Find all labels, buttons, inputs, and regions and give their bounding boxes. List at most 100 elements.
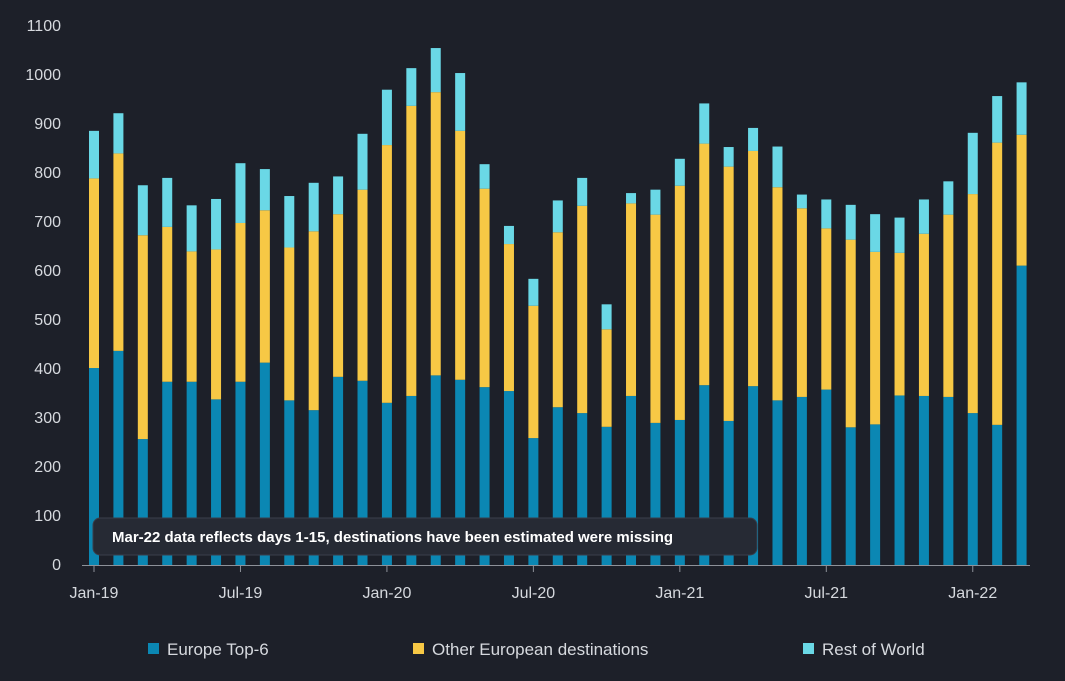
bar-segment-rest-of-world (870, 214, 881, 252)
bar-segment-other-european (503, 244, 514, 392)
bar-segment-rest-of-world (211, 198, 222, 250)
bar-segment-europe-top6 (186, 381, 197, 565)
bar-segment-rest-of-world (943, 181, 954, 215)
bar-segment-rest-of-world (699, 103, 710, 144)
bar-segment-rest-of-world (796, 194, 807, 209)
bars (89, 48, 1027, 565)
bar-segment-europe-top6 (748, 386, 759, 565)
bar-segment-rest-of-world (381, 89, 392, 146)
bar-segment-rest-of-world (479, 164, 490, 189)
x-tick-label: Jul-19 (219, 585, 263, 602)
bar-segment-rest-of-world (894, 217, 905, 253)
bar-segment-rest-of-world (137, 185, 148, 236)
annotation-box: Mar-22 data reflects days 1-15, destinat… (92, 517, 758, 556)
bar-segment-other-european (430, 92, 441, 376)
bar-segment-europe-top6 (918, 395, 929, 565)
annotation-text: Mar-22 data reflects days 1-15, destinat… (112, 529, 673, 546)
x-tick-label: Jan-22 (948, 585, 997, 602)
bar-segment-europe-top6 (577, 413, 588, 565)
bar-segment-europe-top6 (699, 385, 710, 565)
bar-segment-rest-of-world (772, 146, 783, 188)
bar-segment-other-european (796, 208, 807, 397)
bar-segment-rest-of-world (1016, 82, 1027, 135)
y-axis: 0 100 200 300 400 500 600 700 800 900 1000 1100 (25, 18, 61, 574)
bar-segment-europe-top6 (772, 400, 783, 565)
bar-segment-other-european (845, 239, 856, 428)
bar-segment-other-european (284, 247, 295, 401)
bar-segment-rest-of-world (528, 278, 539, 306)
bar-segment-rest-of-world (308, 182, 319, 232)
legend-label-other-european: Other European destinations (432, 640, 648, 659)
bar-segment-rest-of-world (235, 163, 246, 223)
bar-segment-europe-top6 (796, 396, 807, 565)
bar-segment-europe-top6 (1016, 265, 1027, 565)
bar-segment-other-european (381, 145, 392, 403)
bar-segment-europe-top6 (113, 350, 124, 565)
y-tick-label: 300 (34, 410, 61, 427)
bar-segment-other-european (89, 178, 99, 369)
bar-segment-other-european (748, 150, 759, 387)
bar-segment-other-european (528, 305, 539, 439)
bar-segment-europe-top6 (455, 379, 466, 565)
x-tick-label: Jan-21 (655, 585, 704, 602)
bar-segment-other-european (1016, 134, 1027, 266)
bar-segment-other-european (918, 233, 929, 396)
bar-segment-other-european (259, 210, 270, 363)
bar-segment-europe-top6 (650, 422, 661, 565)
bar-segment-other-european (577, 205, 588, 414)
y-tick-label: 1100 (27, 18, 62, 35)
bar-segment-other-european (894, 252, 905, 396)
legend-label-rest-of-world: Rest of World (822, 640, 925, 659)
bar-segment-europe-top6 (308, 410, 319, 565)
bar-segment-europe-top6 (845, 427, 856, 565)
bar-segment-rest-of-world (162, 177, 173, 227)
bar-segment-other-european (723, 166, 734, 421)
bar-segment-europe-top6 (284, 400, 295, 565)
bar-segment-europe-top6 (674, 419, 685, 565)
x-tick-label: Jan-19 (70, 585, 119, 602)
bar-segment-other-european (650, 214, 661, 423)
bar-segment-europe-top6 (503, 391, 514, 565)
bar-segment-rest-of-world (284, 196, 295, 248)
bar-segment-europe-top6 (626, 395, 637, 565)
bar-segment-rest-of-world (333, 176, 344, 215)
bar-segment-rest-of-world (186, 205, 197, 252)
bar-segment-other-european (552, 232, 563, 408)
bar-segment-europe-top6 (333, 376, 344, 565)
bar-segment-other-european (992, 142, 1003, 425)
bar-segment-rest-of-world (821, 199, 832, 229)
bar-segment-other-european (870, 251, 881, 425)
y-tick-label: 500 (34, 312, 61, 329)
bar-segment-europe-top6 (381, 402, 392, 565)
bar-segment-other-european (137, 235, 148, 440)
bar-segment-rest-of-world (967, 132, 978, 195)
bar-segment-rest-of-world (992, 96, 1003, 143)
x-tick-label: Jul-20 (512, 585, 556, 602)
bar-segment-other-european (821, 228, 832, 390)
bar-segment-rest-of-world (723, 147, 734, 167)
bar-segment-rest-of-world (674, 158, 685, 186)
bar-segment-europe-top6 (211, 399, 222, 565)
bar-segment-other-european (357, 189, 368, 381)
bar-segment-rest-of-world (259, 169, 270, 211)
bar-segment-europe-top6 (601, 426, 612, 565)
bar-segment-other-european (601, 329, 612, 427)
legend-swatch-other-european (413, 643, 424, 654)
bar-segment-europe-top6 (406, 395, 417, 565)
x-tick-label: Jul-21 (805, 585, 849, 602)
y-tick-label: 400 (34, 361, 61, 378)
bar-segment-rest-of-world (430, 48, 441, 93)
bar-segment-other-european (674, 185, 685, 420)
y-tick-label: 100 (34, 508, 61, 525)
bar-segment-other-european (943, 214, 954, 397)
bar-segment-europe-top6 (137, 439, 148, 565)
x-tick-label: Jan-20 (362, 585, 411, 602)
bar-segment-europe-top6 (235, 381, 246, 565)
legend: Europe Top-6 Other European destinations R… (148, 640, 925, 659)
y-tick-label: 800 (34, 165, 61, 182)
bar-segment-other-european (211, 249, 222, 400)
bar-segment-rest-of-world (406, 68, 417, 106)
bar-segment-europe-top6 (357, 380, 368, 565)
legend-swatch-rest-of-world (803, 643, 814, 654)
